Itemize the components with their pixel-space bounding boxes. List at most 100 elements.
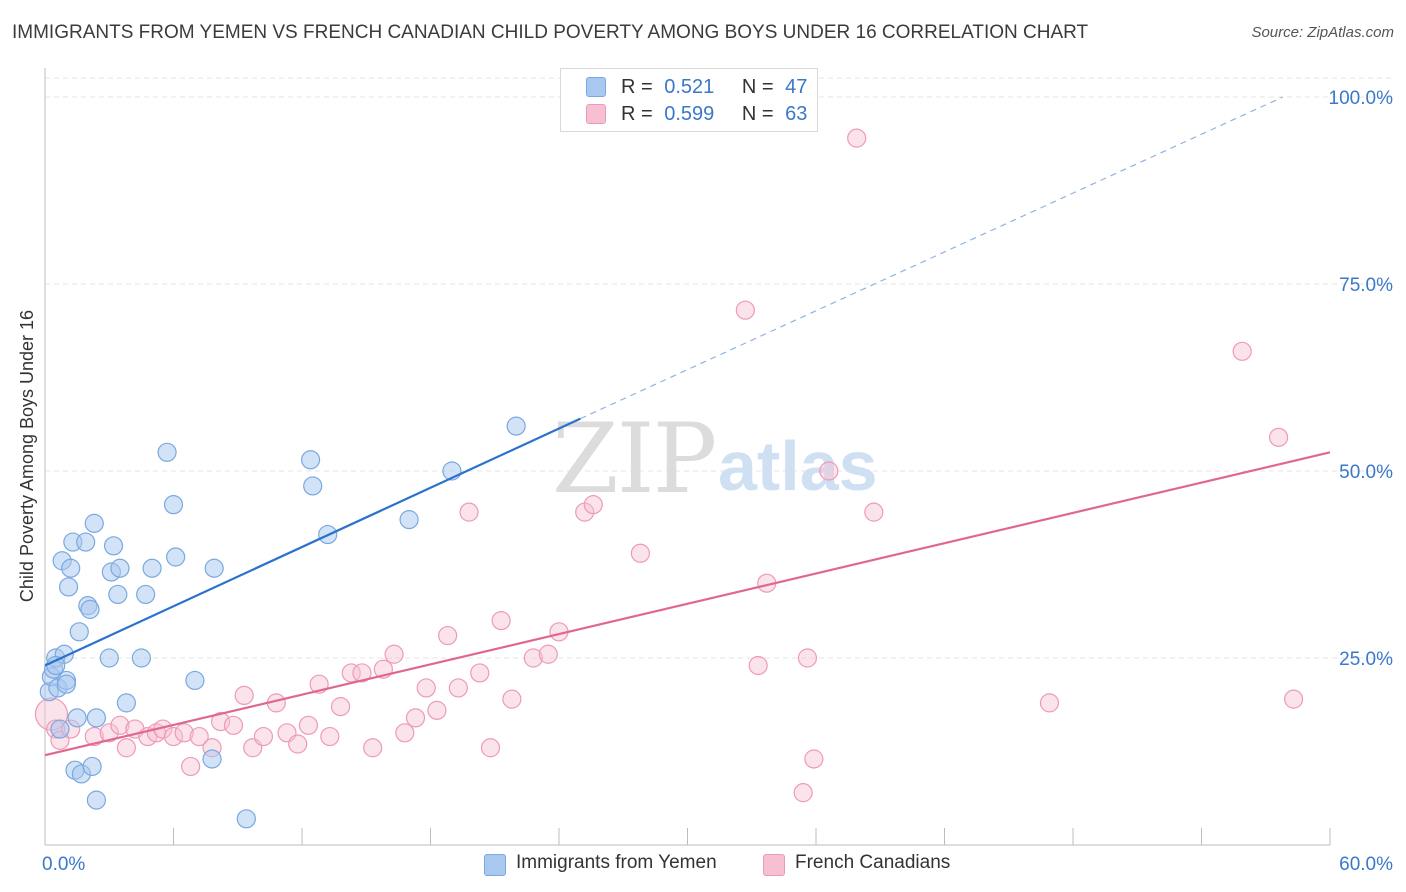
data-point-french-canadians [502,689,522,709]
data-point-french-canadians [189,726,209,747]
trend-lines [44,96,1331,757]
data-point-french-canadians [253,726,274,747]
data-point-yemen [58,577,79,597]
y-axis-label: Child Poverty Among Boys Under 16 [17,310,37,602]
data-point-yemen [61,558,81,578]
data-point-yemen [86,790,107,810]
data-point-french-canadians [84,726,104,747]
legend-r-value: 0.521 [664,75,715,98]
axes-layer [44,68,1331,846]
bottom-legend-label: Immigrants from Yemen [516,852,717,873]
data-point-yemen [80,599,100,619]
chart-title: IMMIGRANTS FROM YEMEN VS FRENCH CANADIAN… [12,22,1089,43]
data-point-yemen [50,719,70,739]
grid-layer [45,77,1392,659]
legend-n-label: N = [741,75,774,98]
bottom-swatch-blue [484,854,506,876]
data-point-yemen [103,536,124,556]
data-point-yemen [99,648,119,668]
data-point-french-canadians [470,663,490,683]
data-point-yemen [236,809,256,829]
data-point-french-canadians [174,723,194,743]
data-point-french-canadians [538,644,558,664]
data-point-yemen [202,749,222,769]
data-point-yemen [399,510,419,530]
data-point-yemen [185,670,205,691]
data-point-french-canadians [234,685,254,706]
data-point-french-canadians [797,648,818,668]
trend-line-yemen [44,417,581,667]
data-point-french-canadians [1268,427,1289,447]
series-immigrants-from-yemen [39,416,526,829]
legend-swatch-pink [586,104,606,124]
data-point-french-canadians [288,734,308,754]
data-point-yemen [303,476,323,496]
watermark-atlas: atlas [718,427,878,505]
data-point-yemen [131,648,151,668]
y-tick-label: 25.0% [1339,649,1393,670]
y-tick-label: 50.0% [1339,462,1393,483]
data-point-french-canadians [416,678,436,698]
data-point-french-canadians [491,610,511,631]
data-point-french-canadians [819,461,839,481]
data-point-french-canadians [847,128,867,148]
data-point-french-canadians [320,726,340,747]
data-point-yemen [108,584,128,605]
data-point-french-canadians [793,783,813,803]
data-point-french-canadians [459,502,479,522]
data-point-french-canadians [735,300,755,320]
data-point-yemen [166,547,186,567]
data-point-french-canadians [99,723,119,743]
data-point-yemen [136,584,156,605]
data-point-french-canadians [330,697,351,717]
data-point-french-canadians [363,738,383,758]
source-credit: Source: ZipAtlas.com [1251,24,1394,41]
data-point-yemen [163,495,184,515]
data-point-yemen [76,532,96,552]
legend-r-label: R = [621,102,653,125]
data-point-french-canadians [583,495,603,515]
data-point-french-canadians [181,756,201,777]
data-point-french-canadians [630,543,650,563]
data-point-french-canadians [438,625,458,646]
correlation-legend: R = 0.521 N = 47 R = 0.599 N = 63 [560,68,818,132]
data-point-french-canadians [211,711,231,732]
data-point-yemen [46,655,66,676]
data-point-french-canadians [1283,689,1304,709]
data-point-yemen [110,558,130,578]
y-tick-label: 100.0% [1329,88,1394,109]
legend-n-value: 63 [785,102,808,125]
data-point-yemen [142,558,162,578]
data-point-yemen [116,693,136,713]
data-point-yemen [506,416,526,436]
data-point-french-canadians [1039,693,1060,713]
x-tick-label: 60.0% [1339,854,1393,875]
data-point-french-canadians [748,655,768,676]
data-point-french-canadians [110,715,130,735]
trend-line-yemen-extension [580,96,1284,420]
data-point-yemen [56,674,77,694]
data-point-french-canadians [448,678,468,698]
legend-n-value: 47 [785,75,808,98]
data-point-french-canadians [864,502,884,522]
data-point-french-canadians [384,644,404,664]
data-point-french-canadians [395,723,415,743]
bottom-legend-label: French Canadians [795,852,951,873]
data-point-french-canadians [523,648,543,668]
legend-r-label: R = [621,75,653,98]
data-point-french-canadians [1232,341,1252,361]
series-french-canadians [34,128,1304,803]
data-point-french-canadians [116,738,136,758]
tick-labels: 25.0% 50.0% 75.0% 100.0% 0.0% 60.0% [42,88,1393,875]
data-point-yemen [86,708,107,728]
data-point-yemen [204,558,224,578]
legend-n-label: N = [741,102,774,125]
data-point-yemen [69,622,89,642]
data-point-yemen [157,442,177,462]
data-point-yemen [300,450,321,470]
data-point-yemen [84,513,104,533]
watermark-zip: ZIP [552,403,715,515]
watermark: ZIP atlas [552,403,878,515]
data-point-yemen [67,708,87,728]
